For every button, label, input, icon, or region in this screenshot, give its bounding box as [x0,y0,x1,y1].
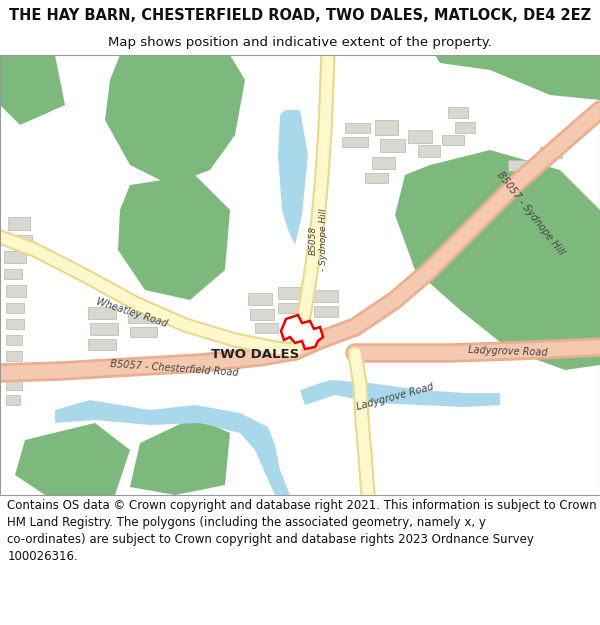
Polygon shape [312,290,338,302]
Polygon shape [345,123,370,133]
Polygon shape [88,339,116,350]
Polygon shape [418,145,440,157]
Polygon shape [365,173,388,183]
Polygon shape [278,287,308,299]
Polygon shape [248,293,272,305]
Polygon shape [6,319,24,329]
Polygon shape [375,120,398,135]
Polygon shape [448,107,468,118]
Polygon shape [105,55,245,185]
Polygon shape [6,303,24,313]
Polygon shape [508,160,530,171]
Polygon shape [250,309,274,320]
Polygon shape [15,423,130,495]
Polygon shape [8,217,30,230]
Polygon shape [278,303,305,313]
Polygon shape [88,307,116,319]
Polygon shape [55,400,290,495]
Polygon shape [278,110,308,245]
Polygon shape [128,313,155,323]
Polygon shape [6,367,20,375]
Text: Contains OS data © Crown copyright and database right 2021. This information is : Contains OS data © Crown copyright and d… [7,499,600,563]
Polygon shape [0,55,65,125]
Polygon shape [314,306,338,317]
Polygon shape [6,380,22,390]
Polygon shape [118,175,230,300]
Polygon shape [6,351,22,361]
Polygon shape [6,395,20,405]
Polygon shape [4,269,22,279]
Text: TWO DALES: TWO DALES [211,349,299,361]
Polygon shape [342,137,368,147]
Polygon shape [300,380,500,407]
Polygon shape [255,323,278,333]
Polygon shape [130,327,157,337]
Text: B5057 - Sydnope Hill: B5057 - Sydnope Hill [495,169,566,257]
Polygon shape [281,315,323,349]
Polygon shape [455,122,475,133]
Polygon shape [372,157,395,169]
Text: THE HAY BARN, CHESTERFIELD ROAD, TWO DALES, MATLOCK, DE4 2EZ: THE HAY BARN, CHESTERFIELD ROAD, TWO DAL… [9,8,591,23]
Polygon shape [4,251,26,263]
Polygon shape [6,285,26,297]
Polygon shape [130,417,230,495]
Polygon shape [6,335,22,345]
Text: B5057 - Chesterfield Road: B5057 - Chesterfield Road [110,359,239,378]
Polygon shape [395,150,600,370]
Text: Map shows position and indicative extent of the property.: Map shows position and indicative extent… [108,36,492,49]
Polygon shape [408,130,432,143]
Text: B5058
- Sydnope Hill: B5058 - Sydnope Hill [308,209,328,271]
Polygon shape [442,135,464,145]
Polygon shape [540,147,562,158]
Polygon shape [8,235,32,247]
Text: Wheatley Road: Wheatley Road [95,297,169,329]
Text: Ladygrove Road: Ladygrove Road [355,382,434,412]
Polygon shape [380,139,405,152]
Polygon shape [435,55,600,100]
Polygon shape [90,323,118,335]
Text: Ladygrove Road: Ladygrove Road [468,344,548,357]
